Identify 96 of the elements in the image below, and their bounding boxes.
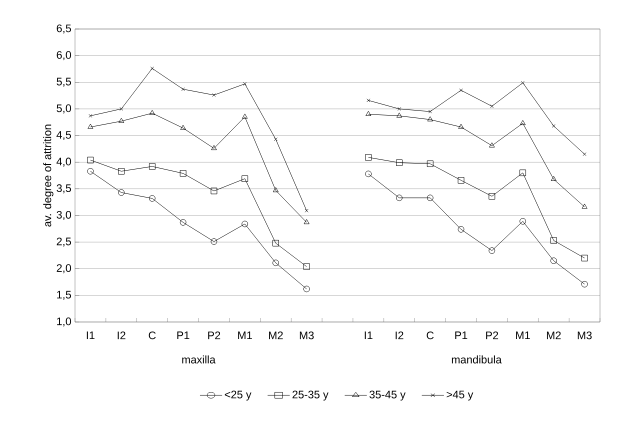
point [210,238,218,245]
point [149,110,156,115]
point [458,226,464,233]
point [242,220,248,228]
point [427,116,433,122]
point [488,247,496,254]
y-tick-label: 3,5 [56,184,72,194]
point [242,114,248,119]
y-tick-label: 5,0 [56,104,72,114]
point [148,195,156,202]
x-tick-label: I1 [364,332,372,340]
y-tick-label: 4,5 [56,131,72,140]
point [426,194,434,202]
x-tick-label: P2 [486,332,498,340]
point [87,168,94,174]
point [87,156,94,164]
x-tick-label: P1 [455,332,468,340]
x-tick-label: C [426,332,434,340]
point [581,254,588,262]
point [582,204,588,209]
y-tick-label: 6,5 [56,24,72,34]
x-tick-label: M3 [578,332,592,340]
y-tick-label: 4,0 [56,158,72,167]
x-tick-label: M2 [269,332,283,340]
text: maxilla [182,355,216,364]
point [520,218,526,225]
point [550,176,557,181]
point [272,187,279,192]
point [426,160,434,168]
point [366,111,372,116]
x-tick-label: I1 [86,332,94,340]
point [520,120,526,126]
point [550,257,557,264]
x-tick-label: M1 [516,332,530,340]
point [303,286,310,292]
legend-label: <25 y [224,390,252,401]
point [118,189,125,196]
point [118,168,125,174]
point [243,82,247,86]
y-tick-label: 1,5 [57,290,72,300]
point [150,66,154,70]
point [304,208,308,212]
point [550,237,557,244]
text: mandibula [452,355,502,364]
x-tick-label: I2 [396,332,404,340]
point [272,260,279,266]
legend-label: 35-45 y [369,390,406,401]
y-tick-label: 1,0 [57,317,72,327]
point [118,118,124,123]
x-tick-label: I2 [118,332,126,340]
y-tick-label: 2,0 [56,264,72,274]
point [181,87,185,91]
point [365,170,372,178]
point [304,219,310,224]
point [210,188,218,194]
legend-label: >45 y [446,390,474,401]
point [428,110,432,114]
y-tick-label: 5,5 [56,78,72,87]
point [489,142,495,148]
point [490,104,494,108]
point [180,219,186,226]
point [303,263,310,270]
x-tick-label: P2 [208,332,220,340]
point [397,107,402,111]
point [521,81,525,85]
point [180,124,186,130]
point [148,163,156,170]
point [120,107,124,111]
y-axis-title: av. degree of attrition [43,124,54,227]
point [520,170,526,176]
point [458,177,464,184]
y-tick-label: 2,5 [56,238,72,247]
x-tick-label: M2 [546,332,561,340]
y-tick-label: 6,0 [56,51,72,60]
point [212,93,216,97]
x-tick-label: M1 [238,332,252,340]
point [488,193,496,200]
point [211,145,217,150]
point [396,112,402,118]
point [366,98,370,102]
point [242,175,248,182]
legend-label: 25-35 y [292,390,328,401]
x-tick-label: C [148,332,156,340]
point [459,88,463,92]
point [552,124,556,128]
point [458,124,464,129]
x-tick-label: M3 [300,332,314,340]
point [396,159,403,166]
point [396,194,403,202]
point [88,124,94,129]
y-tick-label: 3,0 [56,210,72,220]
point [365,154,372,161]
point [272,240,279,246]
point [581,280,588,288]
x-tick-label: P1 [177,332,190,340]
point [180,170,186,177]
